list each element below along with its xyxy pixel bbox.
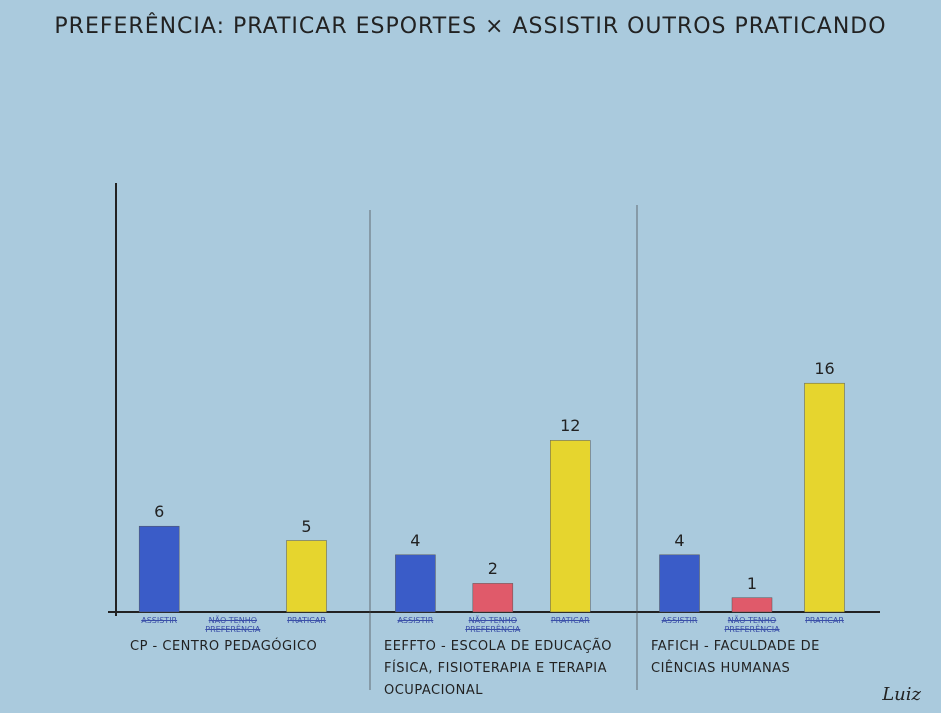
series-label: ASSISTIR: [141, 616, 178, 625]
bar: [731, 597, 773, 613]
group-label: CP - CENTRO PEDAGÓGICO: [130, 639, 318, 654]
bar: [472, 583, 514, 613]
bar: [550, 440, 591, 613]
group-label: EEFFTO - ESCOLA DE EDUCAÇÃO FÍSICA, FISI…: [384, 639, 612, 698]
value-label: 5: [301, 516, 312, 536]
value-label: 6: [154, 502, 165, 522]
value-label: 12: [560, 416, 581, 436]
bar: [659, 554, 700, 613]
value-label: 4: [674, 530, 685, 550]
value-label: 2: [487, 559, 498, 579]
series-label: NÃO TENHO PREFERÊNCIA: [724, 616, 780, 634]
series-label: NÃO TENHO PREFERÊNCIA: [205, 616, 261, 634]
signature: Luiz: [882, 684, 921, 705]
series-label: PRATICAR: [805, 616, 844, 625]
chart-title: PREFERÊNCIA: PRATICAR ESPORTES × ASSISTI…: [54, 14, 887, 39]
value-label: 16: [814, 359, 835, 379]
series-label: ASSISTIR: [661, 616, 698, 625]
bar: [286, 540, 327, 613]
bar: [804, 382, 845, 613]
group-label: FAFICH - FACULDADE DE CIÊNCIAS HUMANAS: [651, 639, 820, 676]
series-label: NÃO TENHO PREFERÊNCIA: [465, 616, 521, 634]
series-label: ASSISTIR: [397, 616, 434, 625]
bar: [138, 525, 180, 613]
value-label: 1: [746, 573, 758, 593]
bar: [395, 554, 436, 613]
value-label: 4: [410, 530, 421, 550]
series-label: PRATICAR: [287, 616, 326, 625]
series-label: PRATICAR: [550, 616, 590, 625]
